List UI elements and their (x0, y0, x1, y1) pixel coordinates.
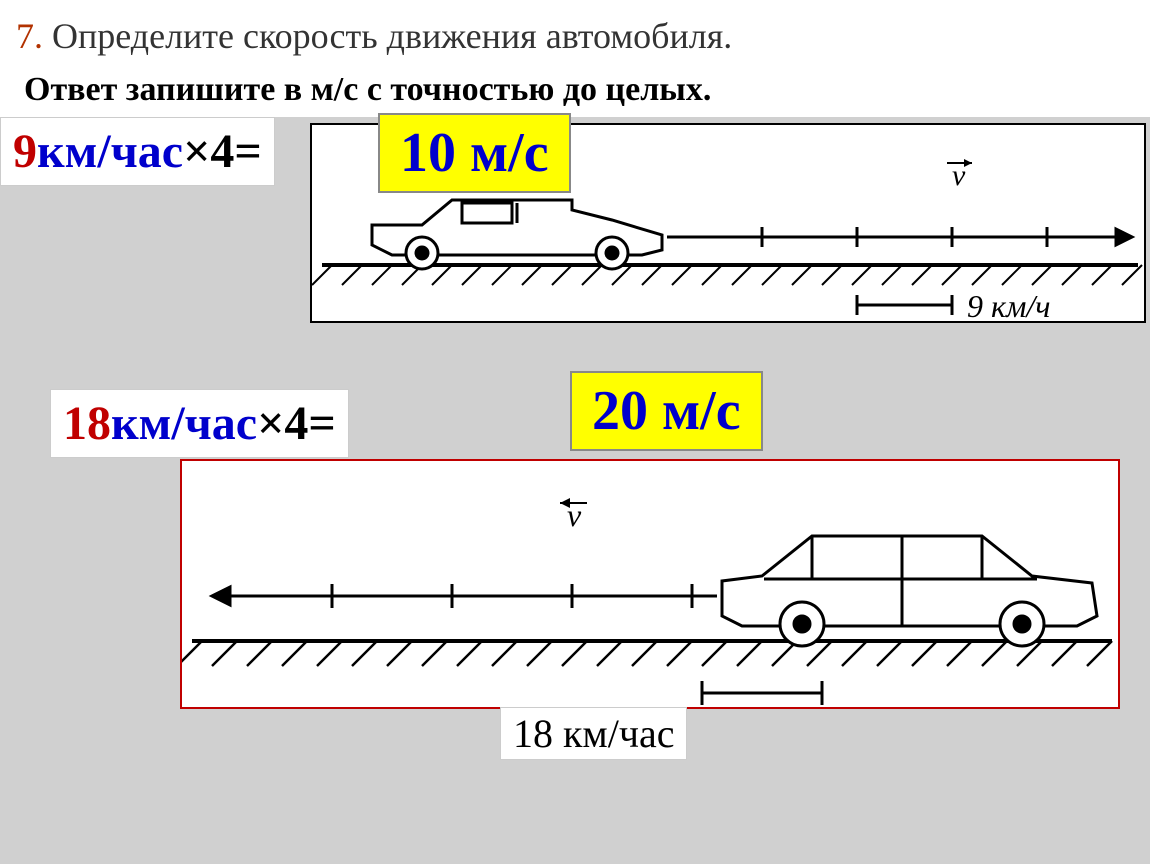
scale-label-2: 18 км/час (500, 707, 687, 760)
calc-expression-1: 9км/час×4= (0, 117, 275, 186)
car-diagram-2: v (182, 461, 1122, 711)
calc-op: ×4= (257, 397, 336, 450)
calc-value: 9 (13, 125, 37, 178)
question-number: 7. (16, 16, 43, 56)
calc-value: 18 (63, 397, 111, 450)
question-line: 7. Определите скорость движения автомоби… (16, 14, 1134, 59)
question-header: 7. Определите скорость движения автомоби… (0, 0, 1150, 67)
scale-text-1: 9 км/ч (967, 288, 1051, 324)
answer-2: 20 м/с (570, 371, 763, 451)
answer-1: 10 м/с (378, 113, 571, 193)
diagram-2: v (180, 459, 1120, 709)
calc-unit: км/час (111, 397, 257, 450)
question-subtext: Ответ запишите в м/с с точностью до целы… (0, 67, 1150, 117)
calc-op: ×4= (183, 125, 262, 178)
problem-1: 9км/час×4= 10 м/с (0, 117, 1150, 337)
car-icon (372, 200, 662, 269)
calc-expression-2: 18км/час×4= (50, 389, 349, 458)
calc-unit: км/час (37, 125, 183, 178)
problem-2: 18км/час×4= 20 м/с (0, 389, 1150, 749)
car-icon (722, 536, 1097, 646)
question-text: Определите скорость движения автомобиля. (52, 16, 732, 56)
